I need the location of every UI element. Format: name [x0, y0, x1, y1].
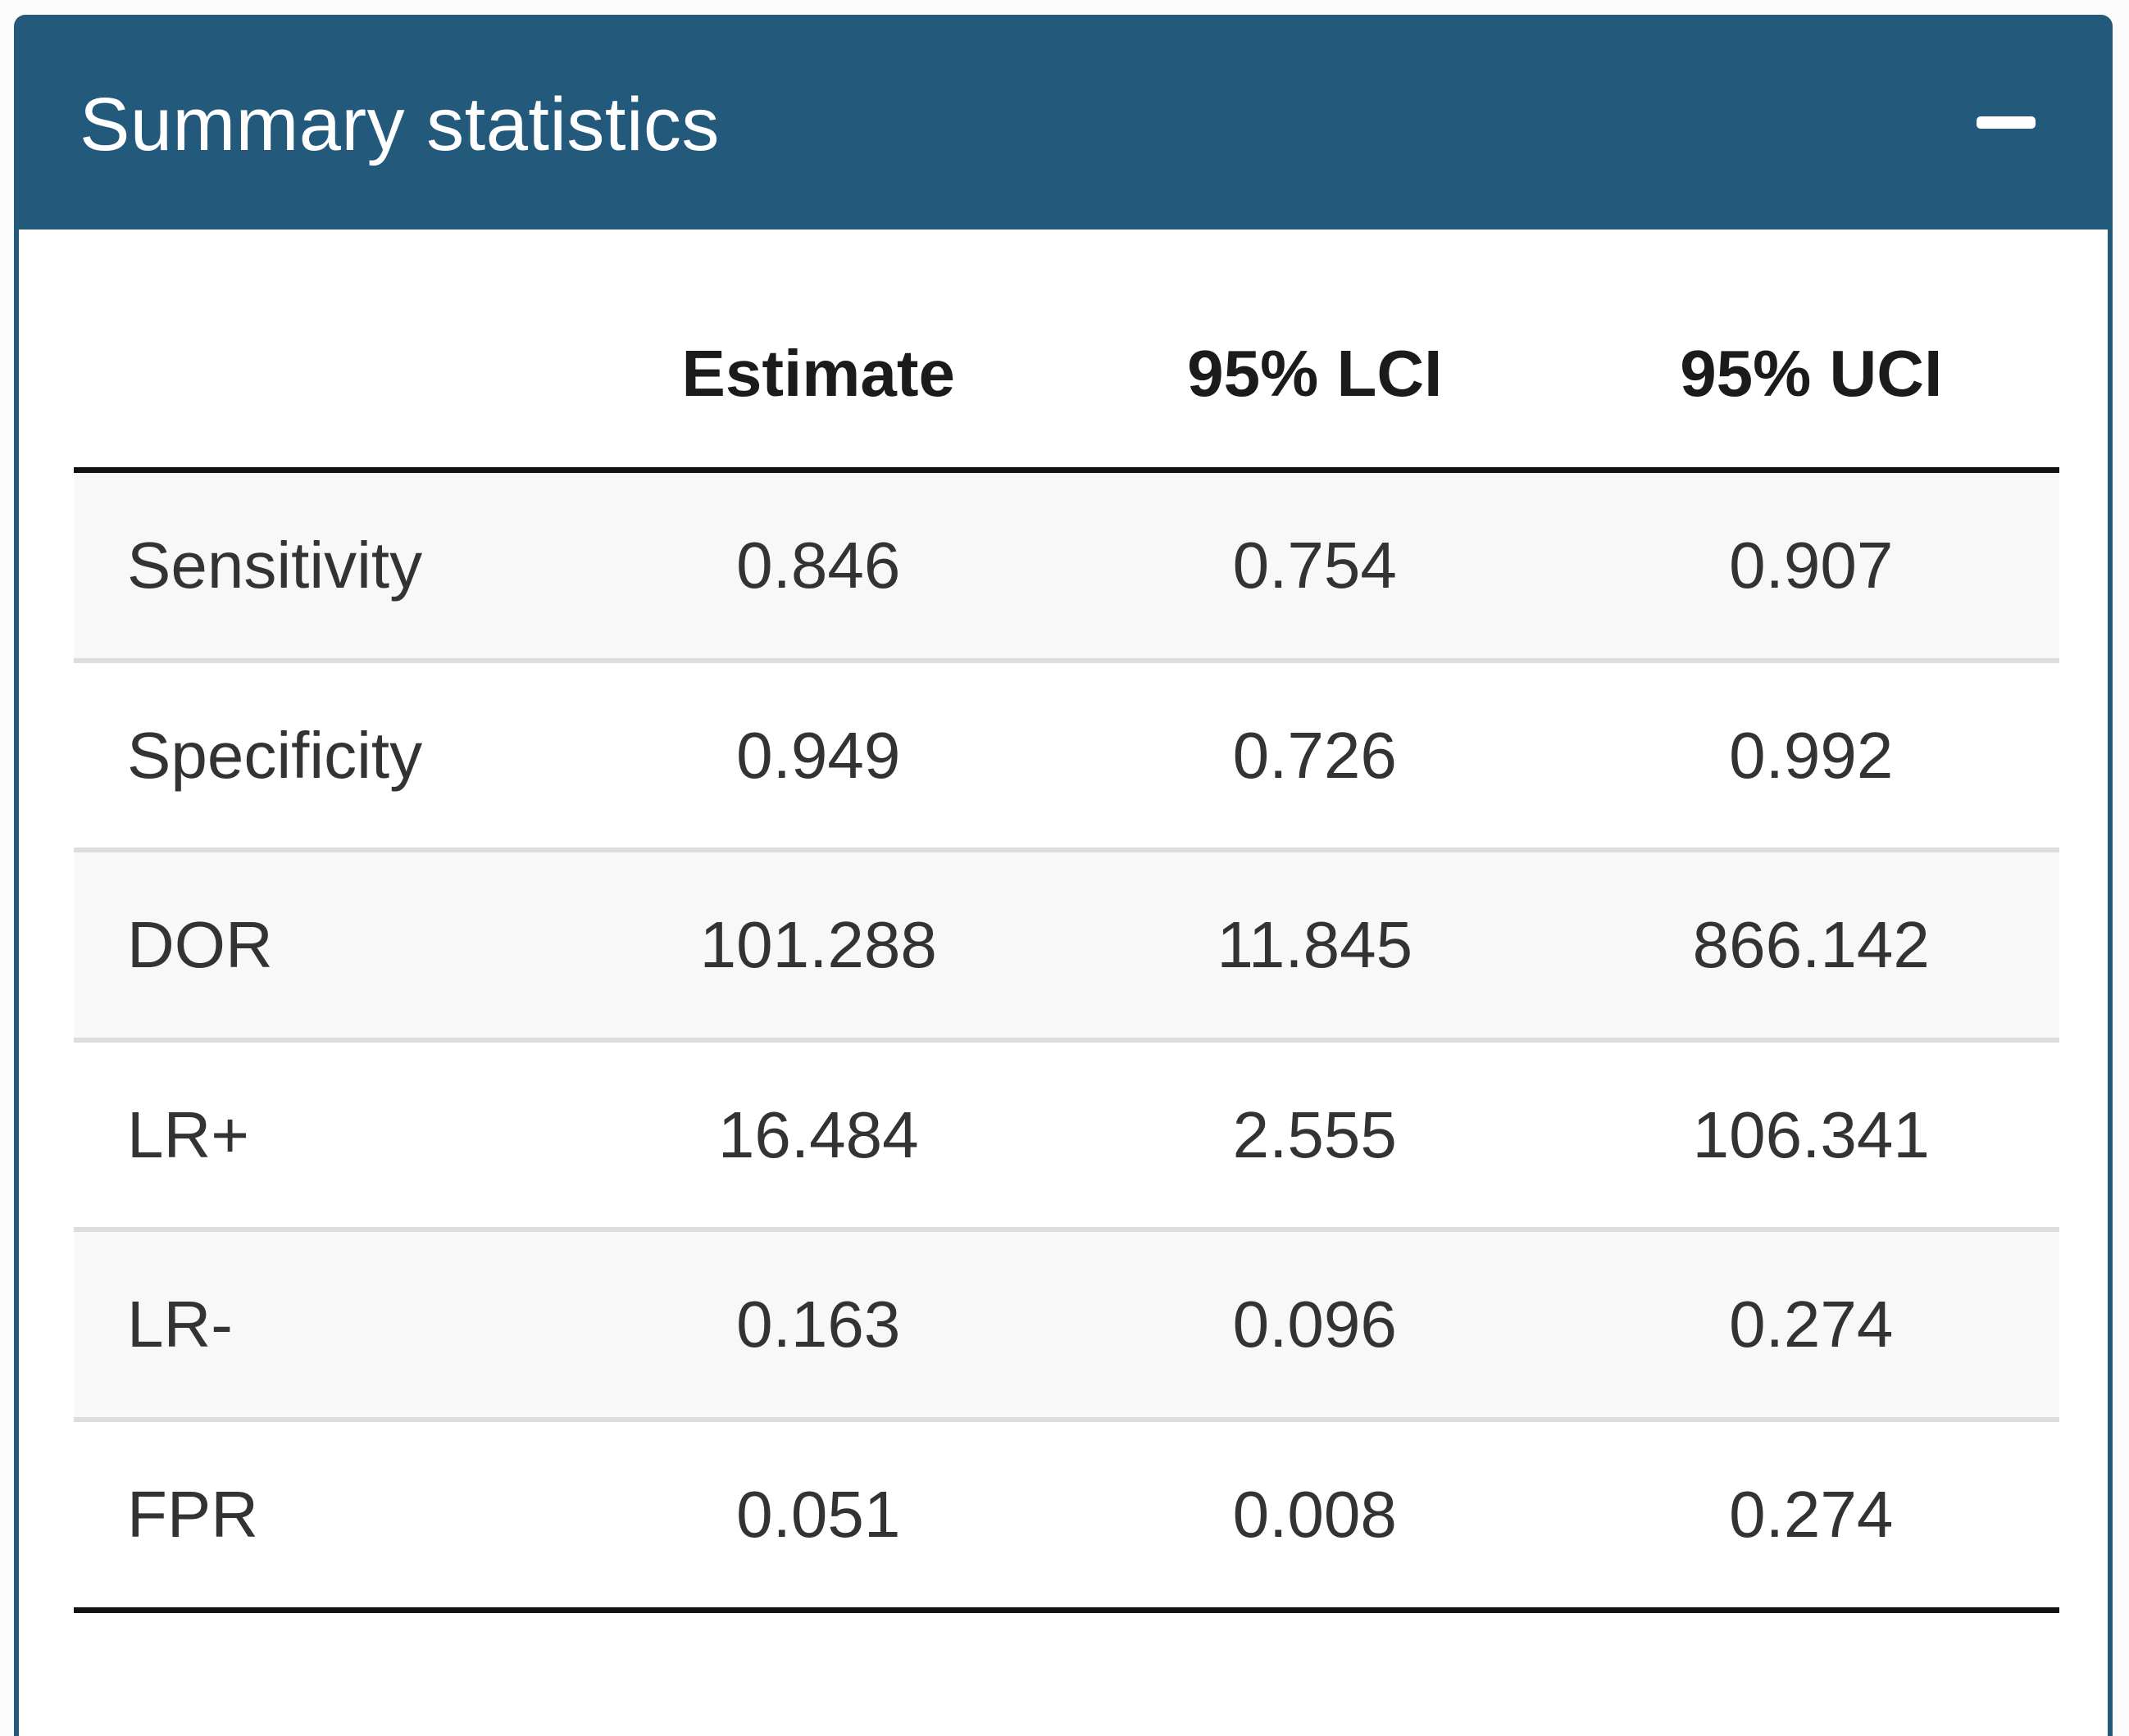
box-title: Summary statistics — [80, 82, 720, 166]
cell-estimate: 0.949 — [736, 718, 901, 792]
cell-estimate: 0.051 — [736, 1477, 901, 1551]
cell-estimate: 0.163 — [736, 1288, 901, 1361]
table-row: LR- 0.163 0.096 0.274 — [74, 1229, 2059, 1420]
box-body: Estimate 95% LCI 95% UCI Sensitivity 0.8… — [19, 229, 2108, 1613]
col-header-95-uci: 95% UCI — [1680, 337, 1943, 410]
row-label: Sensitivity — [127, 529, 423, 602]
cell-lci: 11.845 — [1217, 908, 1413, 982]
row-label: LR- — [127, 1288, 233, 1361]
table-row: Specificity 0.949 0.726 0.992 — [74, 660, 2059, 851]
cell-uci: 0.992 — [1729, 718, 1894, 792]
cell-uci: 0.274 — [1729, 1477, 1894, 1551]
row-label: LR+ — [127, 1097, 249, 1171]
header-row: Estimate 95% LCI 95% UCI — [74, 279, 2059, 470]
table-row: DOR 101.288 11.845 866.142 — [74, 850, 2059, 1040]
minus-icon — [1977, 116, 2036, 129]
table-row: FPR 0.051 0.008 0.274 — [74, 1419, 2059, 1610]
row-label: FPR — [127, 1477, 258, 1551]
cell-estimate: 101.288 — [699, 908, 937, 982]
table-body: Sensitivity 0.846 0.754 0.907 Specificit… — [74, 470, 2059, 1611]
cell-lci: 2.555 — [1232, 1097, 1397, 1171]
summary-statistics-table: Estimate 95% LCI 95% UCI Sensitivity 0.8… — [74, 279, 2059, 1613]
collapse-button[interactable] — [1960, 108, 2052, 137]
cell-lci: 0.726 — [1232, 718, 1397, 792]
cell-estimate: 16.484 — [717, 1097, 919, 1171]
cell-uci: 106.341 — [1692, 1097, 1930, 1171]
row-label: Specificity — [127, 718, 423, 792]
cell-uci: 866.142 — [1692, 908, 1930, 982]
summary-statistics-box: Summary statistics Estimate 95% LCI 95% … — [14, 15, 2113, 1736]
col-header-empty — [74, 279, 571, 470]
box-header: Summary statistics — [19, 20, 2108, 229]
cell-lci: 0.008 — [1232, 1477, 1397, 1551]
table-header: Estimate 95% LCI 95% UCI — [74, 279, 2059, 470]
table-row: LR+ 16.484 2.555 106.341 — [74, 1039, 2059, 1230]
cell-lci: 0.096 — [1232, 1288, 1397, 1361]
cell-uci: 0.274 — [1729, 1288, 1894, 1361]
col-header-estimate: Estimate — [681, 337, 955, 410]
col-header-95-lci: 95% LCI — [1187, 337, 1443, 410]
row-label: DOR — [127, 908, 273, 982]
cell-lci: 0.754 — [1232, 529, 1397, 602]
cell-estimate: 0.846 — [736, 529, 901, 602]
cell-uci: 0.907 — [1729, 529, 1894, 602]
table-row: Sensitivity 0.846 0.754 0.907 — [74, 470, 2059, 661]
